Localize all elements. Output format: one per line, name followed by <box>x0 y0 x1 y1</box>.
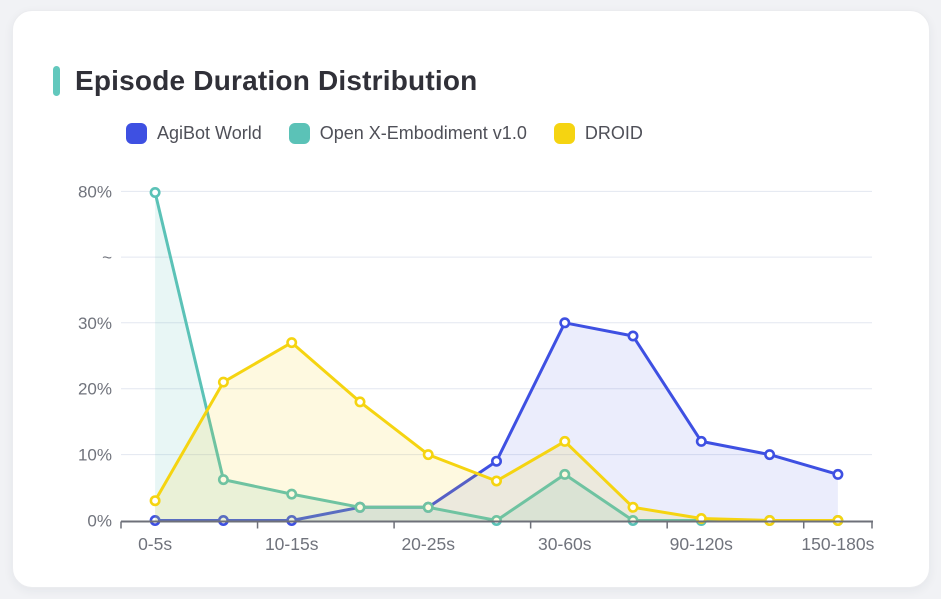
data-point-marker <box>286 337 298 349</box>
plot-area: 0% 10% 20% 30% ~80% 0-5s 10-15s 20-25s 30-60s 90-… <box>13 11 931 589</box>
legend-item-droid[interactable]: DROID <box>553 123 643 144</box>
x-axis-tick-label: 20-25s <box>401 534 455 554</box>
data-point-marker <box>559 435 571 447</box>
series-droid <box>149 337 844 526</box>
title-row: Episode Duration Distribution <box>53 65 477 97</box>
data-point-marker <box>422 449 434 461</box>
legend-item-agibot-world[interactable]: AgiBot World <box>126 123 262 144</box>
legend-swatch-open-x-embodiment <box>288 123 310 144</box>
data-point-marker <box>490 475 502 487</box>
data-point-marker <box>149 187 161 199</box>
title-accent-bar <box>53 66 60 96</box>
data-point-marker <box>217 376 229 388</box>
y-axis-tick-label: 0% <box>87 512 112 531</box>
data-point-marker <box>627 501 639 513</box>
data-point-marker <box>217 474 229 486</box>
y-axis-tick-label: ~ <box>102 248 112 267</box>
y-axis-tick-label: 80% <box>78 182 112 201</box>
x-axis-tick-label: 90-120s <box>670 534 733 554</box>
x-axis-tick-label: 0-5s <box>138 534 172 554</box>
data-point-marker <box>490 455 502 467</box>
y-axis-tick-label: 20% <box>78 380 112 399</box>
series-area <box>155 192 838 521</box>
y-axis-tick-label: 30% <box>78 314 112 333</box>
legend-label-open-x-embodiment: Open X-Embodiment v1.0 <box>319 123 527 143</box>
y-axis-tick-label: 10% <box>78 446 112 465</box>
data-point-marker <box>627 330 639 342</box>
data-point-marker <box>354 501 366 513</box>
legend-item-open-x-embodiment[interactable]: Open X-Embodiment v1.0 <box>288 123 527 144</box>
data-point-marker <box>354 396 366 408</box>
x-axis-tick-label: 10-15s <box>265 534 319 554</box>
data-point-marker <box>695 435 707 447</box>
data-point-marker <box>832 468 844 480</box>
x-axis-tick-label: 150-180s <box>801 534 874 554</box>
data-point-marker <box>286 488 298 500</box>
data-point-marker <box>559 468 571 480</box>
legend-swatch-agibot-world <box>126 123 147 144</box>
legend-label-agibot-world: AgiBot World <box>157 123 262 143</box>
chart-card: Episode Duration Distribution AgiBot Wor… <box>12 10 930 588</box>
data-point-marker <box>149 495 161 507</box>
x-axis-tick-label: 30-60s <box>538 534 592 554</box>
data-point-marker <box>422 501 434 513</box>
chart-title: Episode Duration Distribution <box>75 65 478 96</box>
legend: AgiBot World Open X-Embodiment v1.0 DROI… <box>126 123 643 144</box>
data-point-marker <box>559 317 571 329</box>
legend-swatch-droid <box>553 123 575 144</box>
data-point-marker <box>764 449 776 461</box>
series-area <box>155 322 838 521</box>
legend-label-droid: DROID <box>584 123 643 143</box>
series-area <box>155 342 838 521</box>
